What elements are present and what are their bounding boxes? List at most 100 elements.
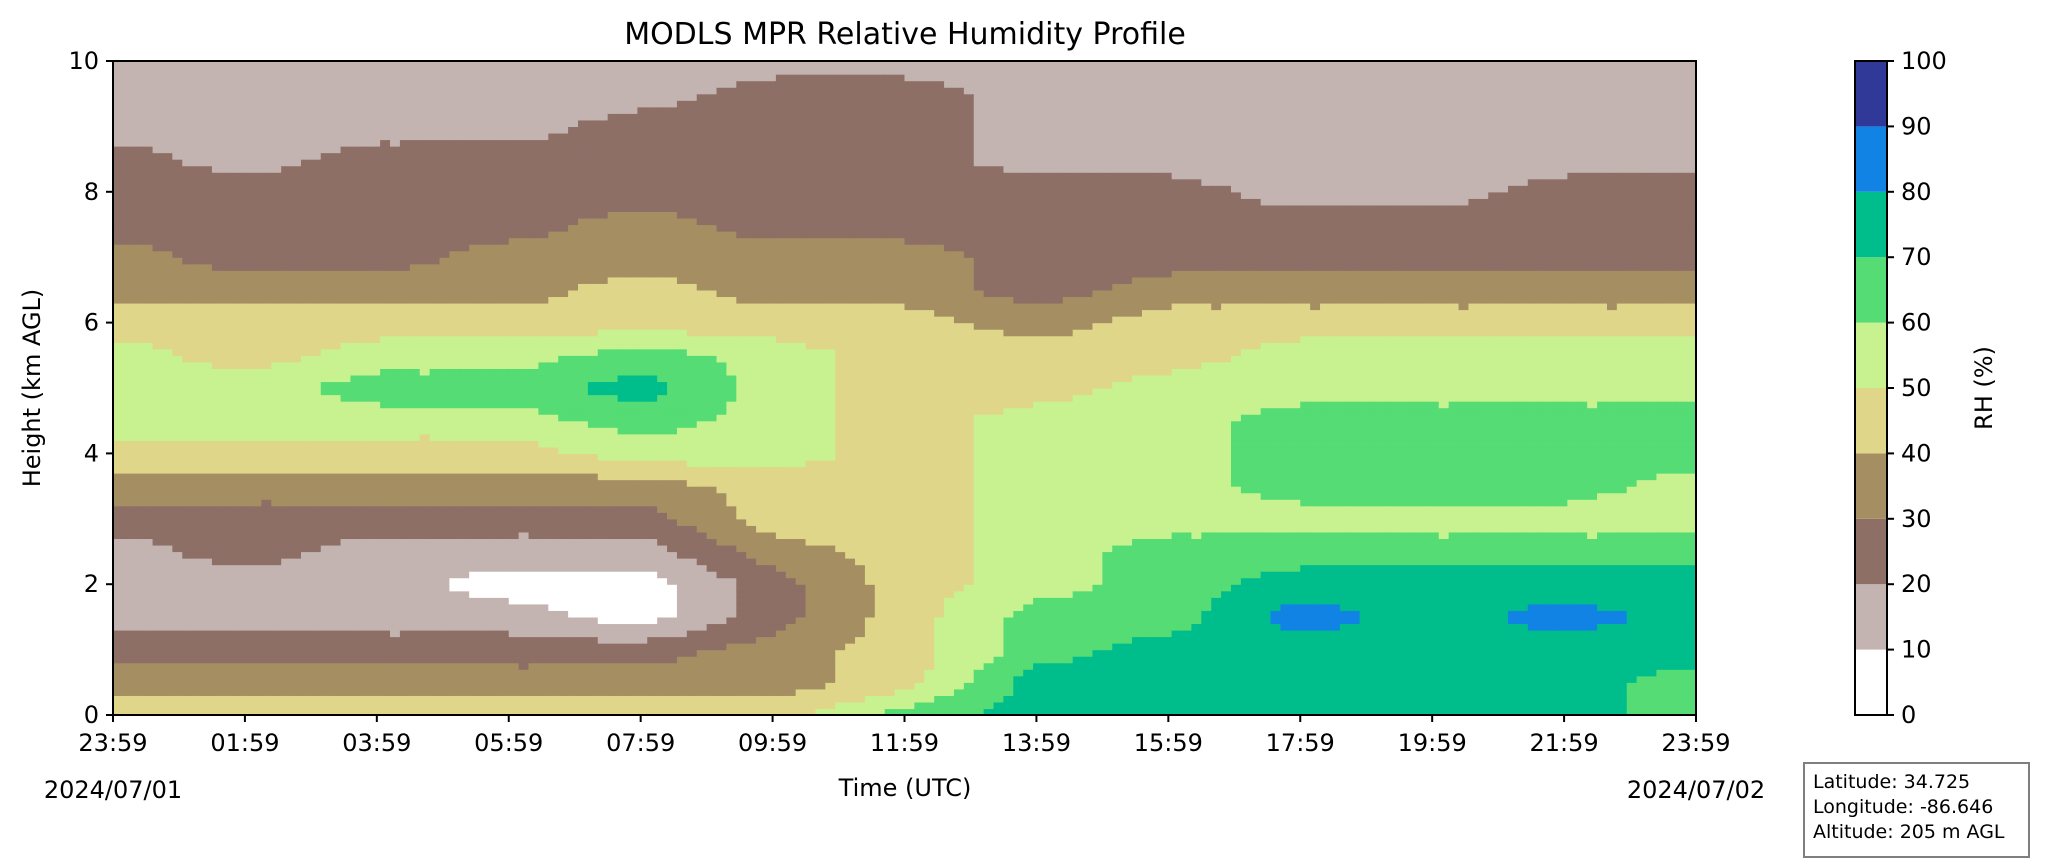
rh-cell [251,231,262,239]
rh-cell [518,407,530,415]
rh-cell [587,427,599,435]
rh-cell [528,388,540,396]
rh-cell [113,473,124,481]
rh-cell [380,427,391,435]
rh-cell [241,270,253,278]
rh-cell [113,139,124,147]
rh-cell [241,453,253,461]
rh-cell [597,276,609,284]
rh-cell [488,479,500,487]
rh-cell [122,355,134,363]
rh-cell [498,185,510,193]
rh-cell [578,257,589,265]
rh-cell [479,270,490,278]
rh-cell [182,675,193,683]
rh-cell [488,381,500,389]
rh-cell [281,466,292,474]
rh-cell [419,446,431,454]
rh-cell [340,283,352,291]
rh-cell [122,276,134,284]
rh-cell [459,106,470,114]
rh-cell [508,499,520,507]
rh-cell [320,512,332,520]
rh-cell [310,492,322,500]
rh-cell [419,701,431,710]
rh-cell [300,571,312,579]
rh-cell [479,296,490,304]
rh-cell [429,629,441,638]
rh-cell [578,159,589,167]
rh-cell [281,420,292,428]
rh-cell [281,623,292,631]
rh-cell [340,329,352,337]
rh-cell [439,263,450,271]
rh-cell [488,355,500,363]
rh-cell [429,257,441,265]
rh-cell [330,564,342,572]
rh-cell [568,374,579,383]
rh-cell [340,159,352,167]
rh-cell [271,217,282,226]
rh-cell [568,394,579,402]
rh-cell [122,407,134,415]
rh-cell [192,159,203,167]
rh-cell [568,348,579,356]
rh-cell [558,368,569,376]
rh-cell [350,420,361,428]
rh-cell [399,159,411,167]
rh-cell [419,656,431,664]
rh-cell [320,87,332,95]
rh-cell [399,401,411,409]
rh-cell [310,139,322,147]
rh-cell [350,407,361,415]
rh-cell [518,590,530,598]
rh-cell [587,440,599,448]
rh-cell [300,499,312,507]
rh-cell [172,165,183,173]
rh-cell [231,106,243,114]
rh-cell [281,296,292,304]
rh-cell [508,289,520,298]
rh-cell [152,335,164,343]
rh-cell [231,361,243,369]
rh-cell [231,368,243,376]
rh-cell [597,159,609,167]
rh-cell [578,263,589,271]
rh-cell [409,309,421,317]
rh-cell [409,394,421,402]
rh-cell [360,204,371,213]
rh-cell [399,531,411,540]
rh-cell [370,479,381,487]
rh-cell [538,100,549,108]
rh-cell [390,675,401,683]
rh-cell [439,126,450,134]
rh-cell [587,80,599,88]
rh-cell [271,662,282,670]
rh-cell [162,316,173,324]
rh-cell [261,629,272,638]
rh-cell [390,558,401,566]
rh-cell [320,649,332,657]
rh-cell [459,518,470,526]
rh-cell [528,420,540,428]
rh-cell [488,551,500,559]
rh-cell [291,636,302,644]
rh-cell [122,669,134,677]
rh-cell [419,610,431,618]
rh-cell [320,544,332,553]
rh-cell [330,283,342,291]
rh-cell [211,368,223,376]
rh-cell [142,139,154,147]
rh-cell [202,146,213,154]
rh-cell [340,682,352,690]
rh-cell [380,643,391,651]
rh-cell [152,388,164,396]
rh-cell [568,146,579,154]
rh-cell [488,276,500,284]
rh-cell [202,571,213,579]
rh-cell [370,708,381,715]
rh-cell [508,178,520,186]
rh-cell [271,119,282,127]
rh-cell [310,335,322,343]
rh-cell [597,453,609,461]
